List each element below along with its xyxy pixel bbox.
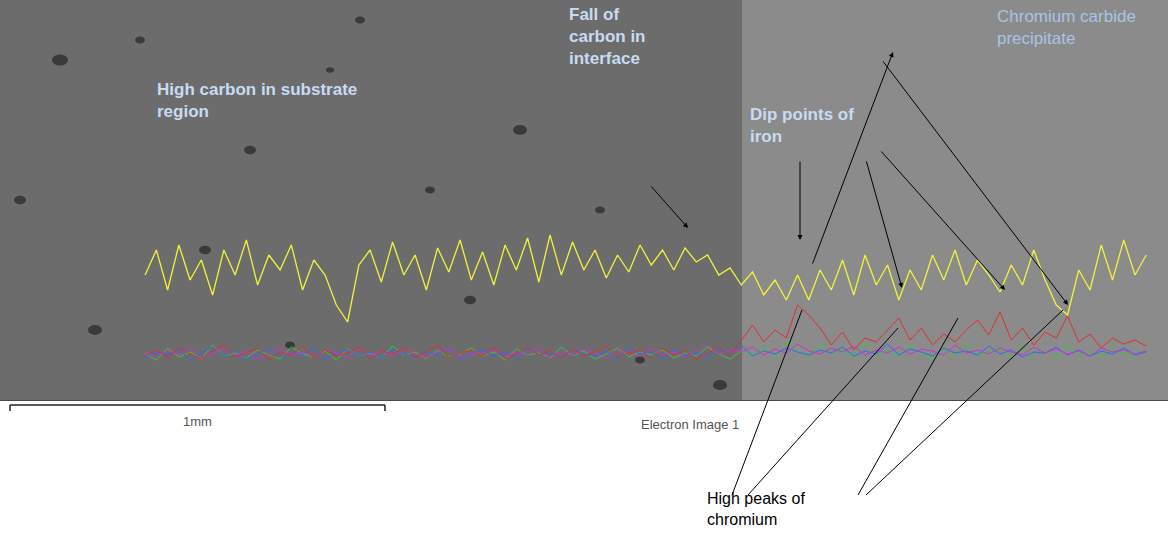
svg-text:Chromium carbideprecipitate: Chromium carbideprecipitate: [997, 7, 1136, 48]
svg-text:Fall ofcarbon ininterface: Fall ofcarbon ininterface: [569, 5, 646, 68]
svg-text:1mm: 1mm: [183, 414, 212, 429]
svg-text:High carbon in substrateregion: High carbon in substrateregion: [157, 80, 357, 121]
svg-text:High peaks ofchromium: High peaks ofchromium: [707, 490, 805, 528]
svg-text:Electron Image 1: Electron Image 1: [641, 417, 739, 432]
svg-text:Dip points ofiron: Dip points ofiron: [750, 105, 854, 146]
